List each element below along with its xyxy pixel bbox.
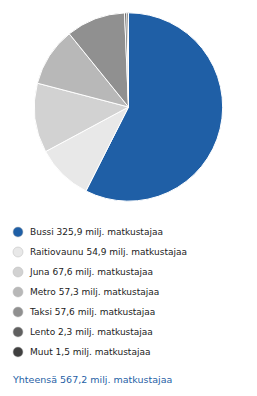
legend-item: Lento 2,3 milj. matkustajaa bbox=[13, 327, 153, 337]
legend-swatch bbox=[13, 347, 23, 357]
legend-swatch bbox=[13, 227, 23, 237]
legend-label: Taksi 57,6 milj. matkustajaa bbox=[29, 307, 155, 317]
legend-label: Muut 1,5 milj. matkustajaa bbox=[30, 347, 150, 357]
legend-label: Bussi 325,9 milj. matkustajaa bbox=[30, 227, 163, 237]
pie bbox=[34, 13, 222, 201]
legend-item: Metro 57,3 milj. matkustajaa bbox=[13, 287, 159, 297]
annotation: Yhteensä 567,2 milj. matkustajaa bbox=[12, 374, 172, 385]
legend-item: Bussi 325,9 milj. matkustajaa bbox=[13, 227, 163, 237]
legend-swatch bbox=[13, 267, 23, 277]
pie-slice bbox=[127, 13, 129, 107]
legend-label: Juna 67,6 milj. matkustajaa bbox=[29, 267, 153, 277]
legend-label: Lento 2,3 milj. matkustajaa bbox=[30, 327, 153, 337]
legend-item: Taksi 57,6 milj. matkustajaa bbox=[13, 307, 155, 317]
pie-slice bbox=[69, 13, 128, 107]
chart: Bussi 325,9 milj. matkustajaa Raitiovaunu… bbox=[0, 0, 257, 396]
legend-label: Metro 57,3 milj. matkustajaa bbox=[30, 287, 159, 297]
legend-item: Raitiovaunu 54,9 milj. matkustajaa bbox=[13, 247, 187, 257]
legend-swatch bbox=[13, 247, 23, 257]
legend-item: Juna 67,6 milj. matkustajaa bbox=[13, 267, 153, 277]
legend-swatch bbox=[13, 307, 23, 317]
pie-slice bbox=[125, 13, 129, 107]
legend-label: Raitiovaunu 54,9 milj. matkustajaa bbox=[30, 247, 187, 257]
legend-item: Muut 1,5 milj. matkustajaa bbox=[13, 347, 150, 357]
legend-swatch bbox=[13, 287, 23, 297]
legend: Bussi 325,9 milj. matkustajaa Raitiovaunu… bbox=[13, 227, 187, 357]
legend-swatch bbox=[13, 327, 23, 337]
